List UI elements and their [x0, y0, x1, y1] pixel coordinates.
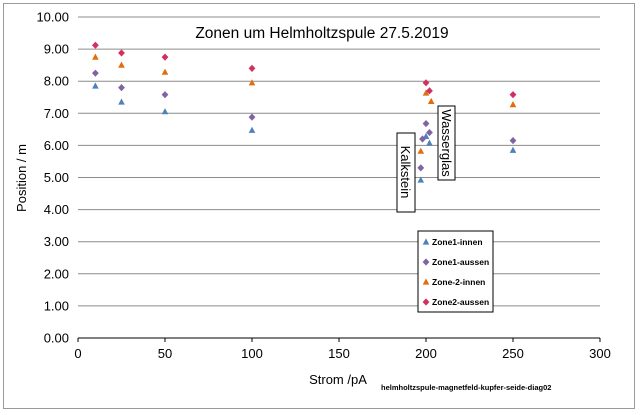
point-zone-2-innen: [118, 61, 125, 68]
y-tick-label: 7.00: [44, 106, 69, 121]
annotation-wasserglas: Wasserglas: [437, 105, 456, 181]
x-tick-label: 150: [328, 346, 350, 361]
point-zone1-aussen: [422, 119, 430, 128]
point-zone-2-innen: [161, 68, 169, 75]
point-zone1-innen: [426, 139, 433, 146]
point-zone1-innen: [161, 108, 169, 115]
legend-marker-zone-2-innen: [422, 278, 430, 285]
point-zone1-innen: [248, 126, 256, 133]
x-tick-label: 0: [74, 346, 81, 361]
legend-label-zone1-innen: Zone1-innen: [432, 237, 483, 247]
y-tick-label: 1.00: [44, 298, 69, 313]
y-axis-ticks: 0.00 1.00 2.00 3.00 4.00 5.00 6.00 7.00 8.00 9.00…: [36, 10, 69, 346]
x-tick-label: 300: [589, 346, 611, 361]
y-tick-label: 8.00: [44, 74, 69, 89]
legend-label-zone2-aussen: Zone2-aussen: [432, 297, 489, 307]
y-tick-label: 4.00: [44, 202, 69, 217]
footnote: helmholtzspule-magnetfeld-kupfer-seide-d…: [381, 383, 551, 392]
point-zone1-innen: [118, 98, 125, 105]
point-zone-2-innen: [92, 53, 99, 60]
point-zone1-aussen: [419, 135, 426, 143]
point-zone1-aussen: [426, 128, 433, 137]
point-zone1-aussen: [118, 84, 125, 92]
y-tick-label: 9.00: [44, 42, 69, 57]
legend-marker-zone1-innen: [422, 238, 430, 245]
y-tick-label: 10.00: [36, 10, 69, 25]
point-zone2-aussen: [118, 49, 125, 57]
y-axis-title: Position / m: [14, 144, 29, 212]
chart-frame: [3, 3, 635, 409]
point-zone1-innen: [417, 176, 425, 183]
y-tick-label: 2.00: [44, 266, 69, 281]
x-tick-label: 250: [502, 346, 524, 361]
legend-label-zone-2-innen: Zone-2-innen: [432, 277, 485, 287]
x-axis-ticks: 0 50 100 150 200 250 300: [74, 338, 611, 361]
point-zone1-aussen: [161, 91, 169, 99]
point-zone1-aussen: [248, 113, 256, 121]
legend-label-zone1-aussen: Zone1-aussen: [432, 257, 489, 267]
point-zone2-aussen: [509, 91, 517, 99]
point-zone-2-innen: [248, 79, 256, 86]
point-zone2-aussen: [426, 87, 433, 95]
x-tick-label: 50: [158, 346, 172, 361]
point-zone2-aussen: [422, 79, 430, 87]
point-zone-2-innen: [509, 101, 517, 108]
legend: Zone1-innen Zone1-aussen Zone-2-innen Zone2…: [417, 230, 494, 313]
y-tick-label: 6.00: [44, 138, 69, 153]
point-zone2-aussen: [161, 53, 169, 61]
x-axis-title: Strom /pA: [309, 372, 367, 387]
legend-marker-zone1-aussen: [422, 258, 430, 266]
point-zone1-innen: [92, 82, 99, 89]
point-zone-2-innen: [422, 89, 430, 96]
chart-title: Zonen um Helmholtzspule 27.5.2019: [195, 25, 448, 42]
legend-marker-zone2-aussen: [422, 298, 430, 306]
y-tick-label: 3.00: [44, 234, 69, 249]
point-zone-2-innen: [427, 97, 435, 105]
point-zone-2-innen: [417, 147, 425, 154]
point-zone2-aussen: [92, 41, 99, 49]
y-tick-label: 5.00: [44, 170, 69, 185]
point-zone2-aussen: [248, 64, 256, 72]
y-tick-label: 0.00: [44, 331, 69, 346]
annotation-kalkstein: Kalkstein: [396, 132, 416, 213]
point-zone1-innen: [509, 146, 517, 153]
grid-lines: [78, 16, 600, 307]
legend-box: [417, 230, 494, 313]
data-points: [92, 41, 517, 183]
point-zone1-aussen: [509, 136, 517, 145]
annotation-kalkstein-text: Kalkstein: [398, 146, 413, 199]
point-zone1-aussen: [417, 164, 425, 172]
x-tick-label: 100: [241, 346, 263, 361]
annotation-wasserglas-text: Wasserglas: [439, 109, 454, 177]
point-zone1-aussen: [92, 69, 99, 77]
x-tick-label: 200: [415, 346, 437, 361]
